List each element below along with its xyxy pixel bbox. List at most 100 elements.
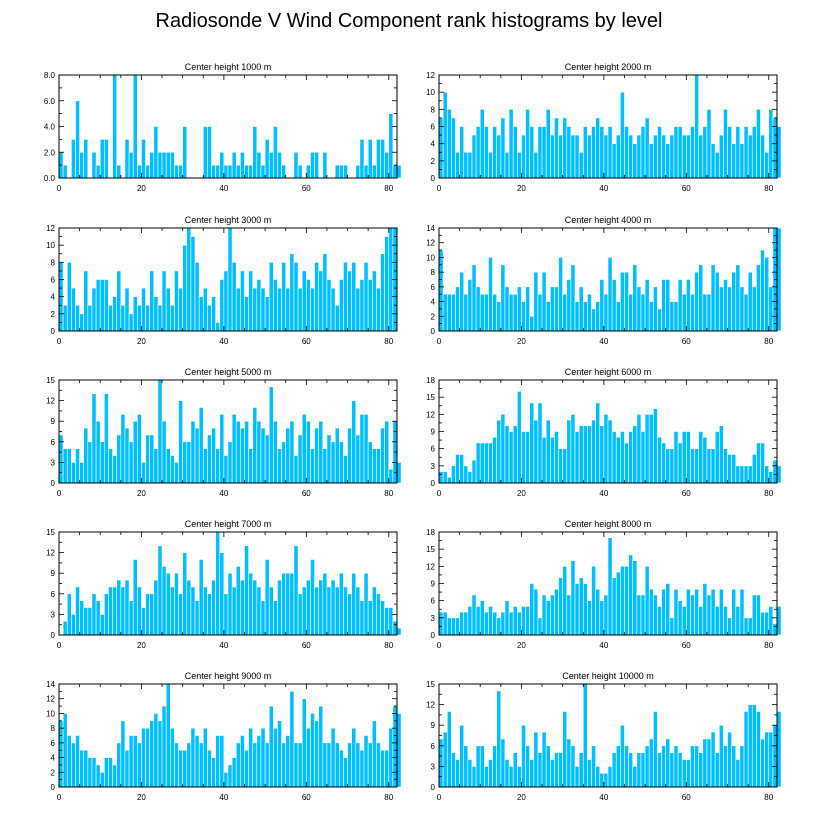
x-tick-label: 60	[302, 489, 311, 498]
histogram-bar	[227, 227, 233, 332]
histogram-bar	[578, 425, 584, 484]
y-tick-label: 9	[431, 428, 436, 437]
histogram-bar	[492, 745, 498, 788]
histogram-bar	[657, 308, 662, 332]
histogram-bar	[108, 304, 113, 332]
x-tick-label: 80	[764, 489, 773, 498]
histogram-bar	[256, 420, 262, 484]
histogram-bar	[141, 287, 146, 332]
histogram-bar	[132, 296, 138, 332]
histogram-bar	[463, 465, 469, 484]
histogram-bar	[281, 441, 287, 484]
histogram-bar	[648, 588, 654, 636]
histogram-bar	[611, 752, 617, 788]
histogram-bar	[566, 738, 572, 788]
histogram-bar	[574, 431, 580, 484]
histogram-bar	[351, 727, 357, 788]
histogram-bar	[772, 117, 778, 179]
y-tick-label: 4	[431, 298, 436, 307]
histogram-bar	[455, 617, 460, 636]
histogram-bar	[541, 436, 547, 484]
histogram-bar	[521, 134, 526, 179]
histogram-bar	[529, 126, 535, 179]
histogram-bar	[517, 766, 522, 788]
histogram-bar	[673, 126, 679, 179]
histogram-bar	[289, 572, 295, 636]
y-tick-label: 14	[426, 224, 435, 233]
histogram-bar	[455, 286, 460, 332]
y-tick-label: 10	[426, 88, 435, 97]
histogram-bar	[240, 579, 245, 636]
histogram-bar	[768, 731, 774, 788]
y-tick-label: 6	[431, 283, 436, 292]
histogram-bar	[112, 764, 118, 788]
histogram-bar	[149, 434, 155, 484]
panel-title: Center height 10000 m	[562, 671, 654, 681]
histogram-bar	[549, 594, 555, 636]
y-tick-label: 12	[426, 701, 435, 710]
histogram-bar	[488, 606, 493, 636]
histogram-bar	[99, 279, 105, 332]
histogram-bar	[628, 431, 634, 484]
histogram-bar	[529, 315, 535, 332]
histogram-bar	[194, 427, 200, 484]
histogram-bar	[541, 271, 547, 332]
histogram-bar	[215, 531, 221, 636]
y-tick-label: 12	[46, 695, 55, 704]
x-tick-label: 60	[682, 489, 691, 498]
histogram-bar	[599, 126, 605, 179]
histogram-bar	[347, 742, 352, 788]
histogram-panel-6: Center height 6000 m 0 20 40 60 80 0 3 6 9 12 15 18	[426, 367, 782, 498]
histogram-bar	[227, 764, 233, 788]
histogram-bar	[211, 427, 216, 484]
y-tick-label: 2	[51, 310, 56, 319]
histogram-bar	[132, 420, 138, 484]
histogram-bar	[442, 293, 448, 332]
y-tick-label: 18	[426, 376, 435, 385]
histogram-bar	[541, 594, 547, 636]
histogram-bar	[611, 577, 617, 636]
histogram-bar	[260, 600, 266, 636]
histogram-bar	[467, 151, 473, 179]
histogram-bar	[376, 593, 381, 636]
histogram-bar	[248, 727, 254, 788]
histogram-bar	[686, 431, 691, 484]
histogram-bar	[644, 745, 650, 788]
y-tick-label: 6	[51, 276, 56, 285]
histogram-bar	[95, 600, 101, 636]
histogram-bar	[545, 109, 551, 179]
x-tick-label: 20	[137, 337, 146, 346]
histogram-bar	[351, 572, 357, 636]
histogram-bar	[504, 600, 510, 636]
histogram-bar	[293, 742, 299, 788]
histogram-bar	[198, 742, 204, 788]
y-tick-label: 12	[426, 239, 435, 248]
histogram-bar	[451, 617, 456, 636]
histogram-bar	[562, 448, 568, 484]
histogram-bar	[174, 742, 179, 788]
x-tick-label: 20	[517, 337, 526, 346]
histogram-bar	[756, 711, 761, 788]
histogram-bar	[128, 313, 134, 332]
histogram-bar	[442, 471, 448, 484]
histogram-bar	[595, 588, 601, 636]
x-tick-label: 0	[437, 489, 442, 498]
y-tick-label: 0	[51, 327, 56, 336]
histogram-bar	[686, 588, 691, 636]
histogram-bar	[384, 749, 390, 788]
histogram-bar	[268, 151, 274, 179]
histogram-bar	[75, 448, 80, 484]
histogram-bar	[273, 279, 278, 332]
histogram-bar	[578, 151, 584, 179]
histogram-bar	[66, 262, 72, 332]
x-tick-label: 60	[302, 184, 311, 193]
histogram-bar	[235, 566, 241, 636]
histogram-bar	[95, 764, 101, 788]
histogram-bar	[71, 139, 76, 179]
histogram-bar	[743, 293, 749, 332]
histogram-bar	[219, 151, 225, 179]
histogram-bar	[492, 436, 498, 484]
histogram-bar	[330, 441, 336, 484]
histogram-bar	[351, 400, 357, 484]
histogram-bar	[141, 462, 146, 484]
